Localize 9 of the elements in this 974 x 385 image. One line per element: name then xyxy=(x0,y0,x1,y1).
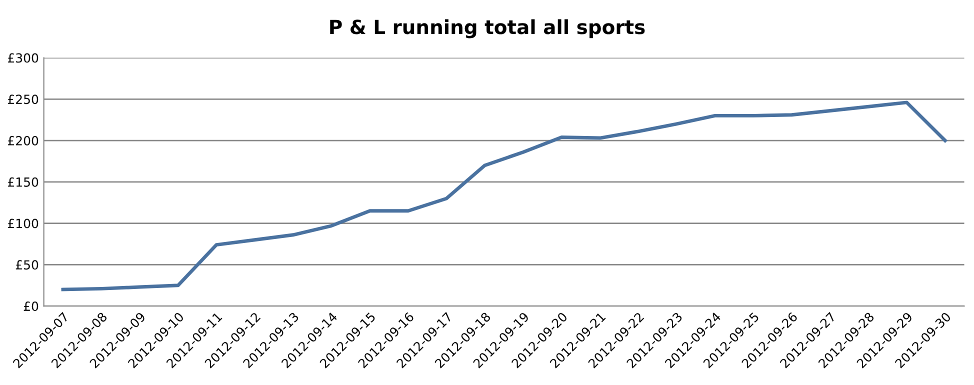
y-tick-label: £300 xyxy=(8,53,38,63)
y-tick-label: £250 xyxy=(8,94,38,104)
y-tick-label: £200 xyxy=(8,136,38,146)
y-tick-label: £0 xyxy=(24,302,38,311)
y-tick-label: £50 xyxy=(16,260,38,270)
line-series xyxy=(61,100,947,292)
y-tick-label: £150 xyxy=(8,177,38,187)
chart-title: P & L running total all sports xyxy=(330,19,645,38)
y-tick-label: £100 xyxy=(8,218,38,228)
